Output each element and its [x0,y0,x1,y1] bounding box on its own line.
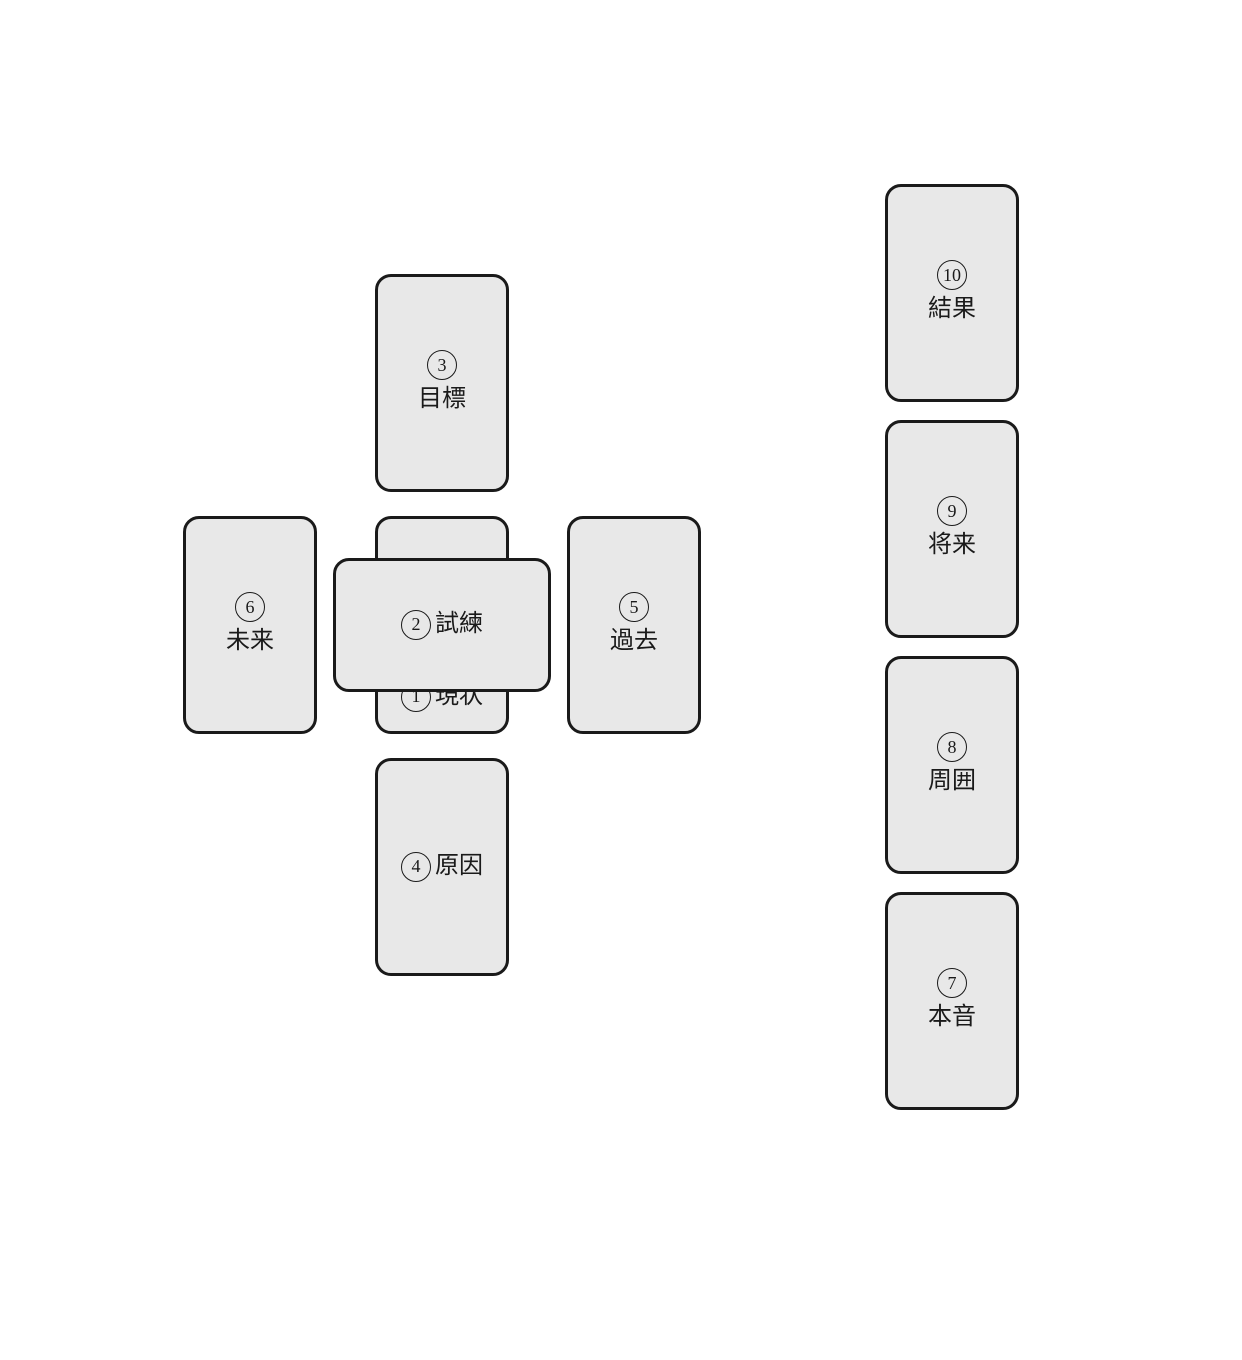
card-9-label: 将来 [928,530,976,561]
card-3-number: 3 [427,350,457,380]
card-9: 9 将来 [885,420,1019,638]
card-2: 2試練 [333,558,551,692]
card-7: 7 本音 [885,892,1019,1110]
card-8: 8 周囲 [885,656,1019,874]
card-4-number: 4 [401,852,431,882]
card-10: 10 結果 [885,184,1019,402]
card-5-number: 5 [619,592,649,622]
card-5-label: 過去 [610,626,658,657]
card-6: 6 未来 [183,516,317,734]
card-4-label: 原因 [435,851,483,882]
card-5: 5 過去 [567,516,701,734]
card-8-label: 周囲 [928,766,976,797]
card-4: 4原因 [375,758,509,976]
card-10-number: 10 [937,260,967,290]
card-2-number: 2 [401,610,431,640]
card-6-number: 6 [235,592,265,622]
card-3-label: 目標 [418,384,466,415]
card-6-label: 未来 [226,626,274,657]
card-2-label: 試練 [435,609,483,640]
card-7-number: 7 [937,968,967,998]
card-8-number: 8 [937,732,967,762]
card-7-label: 本音 [928,1002,976,1033]
card-3: 3 目標 [375,274,509,492]
card-9-number: 9 [937,496,967,526]
card-10-label: 結果 [928,294,976,325]
tarot-spread-diagram: 1現状2試練3目標4原因5過去6未来7本音8周囲9将来10結果 [0,0,1242,1360]
